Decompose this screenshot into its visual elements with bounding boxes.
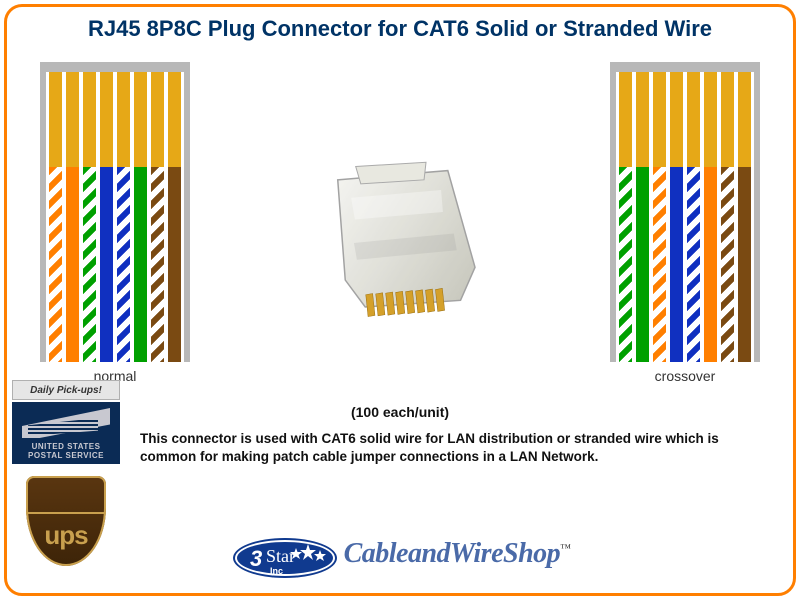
wire-strand (117, 167, 130, 362)
wire-strand (653, 167, 666, 362)
connector-body (610, 62, 760, 362)
wire-strand (134, 167, 147, 362)
wire-strand (721, 167, 734, 362)
wire-contact (49, 72, 62, 167)
wire-contact (168, 72, 181, 167)
wire-contact (619, 72, 632, 167)
wire (134, 72, 147, 362)
wiring-diagram-normal: normal (40, 62, 190, 384)
wire-strand (687, 167, 700, 362)
usps-badge: UNITED STATES POSTAL SERVICE (12, 402, 120, 464)
wire-strand (168, 167, 181, 362)
brand-footer: 3 Star Inc CableandWireShop™ (0, 534, 800, 582)
wire-contact (636, 72, 649, 167)
wire-contact (134, 72, 147, 167)
wire (66, 72, 79, 362)
wire-contact (83, 72, 96, 167)
wire (687, 72, 700, 362)
ups-shield-top (26, 492, 106, 514)
brand-shop-text: CableandWireShop (344, 538, 561, 569)
wire (721, 72, 734, 362)
wire-contact (670, 72, 683, 167)
wire-strand (100, 167, 113, 362)
trademark-symbol: ™ (560, 542, 570, 554)
wire (704, 72, 717, 362)
wire-set-crossover (616, 72, 754, 362)
wire-set-normal (46, 72, 184, 362)
wire (670, 72, 683, 362)
wire-strand (151, 167, 164, 362)
wire-contact (721, 72, 734, 167)
wire (738, 72, 751, 362)
wire-strand (738, 167, 751, 362)
wire (49, 72, 62, 362)
wire-contact (117, 72, 130, 167)
wire-strand (636, 167, 649, 362)
wire-contact (687, 72, 700, 167)
product-description: This connector is used with CAT6 solid w… (140, 430, 740, 466)
wire-strand (670, 167, 683, 362)
wire-contact (704, 72, 717, 167)
usps-text-line2: POSTAL SERVICE (28, 452, 104, 461)
wire-strand (619, 167, 632, 362)
wire (151, 72, 164, 362)
brand-shop-name: CableandWireShop™ (344, 538, 571, 569)
connector-body (40, 62, 190, 362)
wire (100, 72, 113, 362)
diagram-label-crossover: crossover (610, 368, 760, 384)
daily-pickups-badge: Daily Pick-ups! (12, 380, 120, 400)
rj45-plug-photo (300, 140, 500, 350)
wire-strand (49, 167, 62, 362)
wire-contact (100, 72, 113, 167)
rj45-plug-icon (300, 140, 500, 350)
three-star-logo-icon: 3 Star Inc (230, 534, 340, 582)
page-title: RJ45 8P8C Plug Connector for CAT6 Solid … (0, 16, 800, 42)
wire-strand (83, 167, 96, 362)
wire-contact (653, 72, 666, 167)
wire-contact (151, 72, 164, 167)
wire (619, 72, 632, 362)
wire (168, 72, 181, 362)
wire (653, 72, 666, 362)
wire (117, 72, 130, 362)
wire-strand (704, 167, 717, 362)
quantity-label: (100 each/unit) (0, 404, 800, 420)
wiring-diagram-crossover: crossover (610, 62, 760, 384)
wire-contact (738, 72, 751, 167)
wire-strand (66, 167, 79, 362)
svg-text:3: 3 (250, 546, 262, 571)
wire (636, 72, 649, 362)
svg-text:Star: Star (266, 546, 295, 566)
wire-contact (66, 72, 79, 167)
svg-text:Inc: Inc (270, 566, 283, 576)
wire (83, 72, 96, 362)
